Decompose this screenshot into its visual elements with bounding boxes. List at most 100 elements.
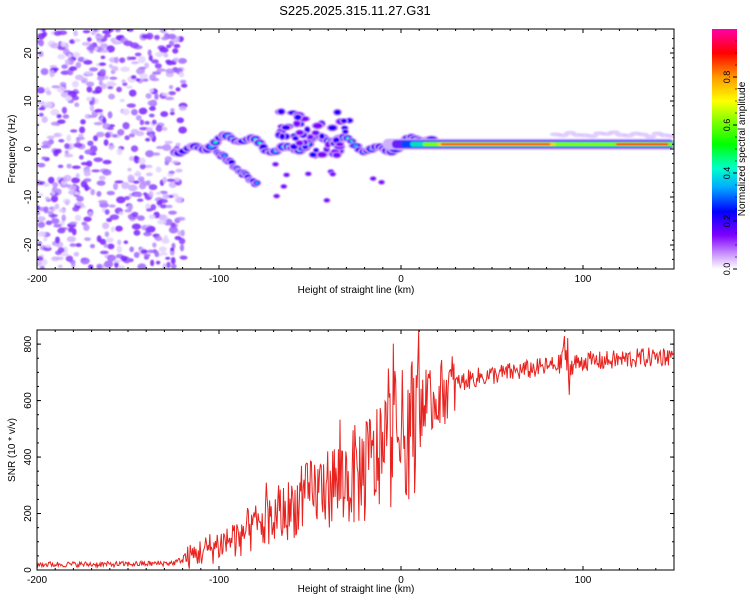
noise-blob: [161, 237, 170, 244]
noise-blob: [155, 51, 164, 57]
noise-blob: [148, 214, 156, 220]
noise-blob: [170, 256, 176, 265]
noise-blob: [168, 226, 179, 234]
signal-blob: [278, 109, 284, 114]
noise-blob: [53, 223, 62, 228]
noise-blob: [57, 119, 66, 124]
noise-blob: [83, 224, 90, 232]
noise-blob: [129, 156, 135, 162]
noise-blob: [168, 91, 176, 96]
noise-blob: [61, 64, 68, 69]
noise-blob: [134, 170, 142, 177]
noise-blob: [135, 67, 145, 75]
noise-blob: [69, 221, 78, 225]
noise-blob: [69, 39, 76, 44]
noise-blob: [124, 135, 130, 141]
noise-blob: [180, 229, 185, 237]
noise-blob: [47, 210, 53, 216]
noise-blob: [166, 178, 176, 182]
tone-core: [441, 143, 551, 146]
noise-blob: [50, 108, 60, 116]
noise-blob: [37, 211, 41, 216]
colorbar-tick-label: 0.6: [722, 119, 732, 132]
noise-blob: [37, 241, 42, 246]
noise-blob: [94, 86, 103, 94]
noise-blob: [108, 93, 116, 100]
noise-blob: [120, 255, 128, 262]
noise-blob: [177, 57, 188, 64]
noise-blob: [122, 82, 128, 87]
noise-blob: [126, 103, 136, 108]
noise-blob: [144, 62, 150, 69]
noise-blob: [77, 56, 85, 63]
noise-blob: [180, 83, 188, 88]
noise-blob: [171, 160, 180, 164]
noise-blob: [62, 114, 70, 119]
noise-blob: [129, 246, 135, 253]
noise-blob: [75, 173, 80, 178]
noise-blob: [107, 82, 117, 86]
noise-blob: [58, 139, 65, 143]
noise-blob: [130, 145, 139, 153]
noise-blob: [89, 67, 99, 72]
noise-blob: [49, 206, 54, 211]
signal-blob: [273, 194, 280, 199]
noise-blob: [64, 95, 72, 102]
tone-halo-blob: [644, 134, 657, 139]
noise-blob: [146, 127, 153, 132]
noise-blob: [104, 231, 110, 238]
noise-blob: [143, 231, 152, 237]
signal-blob: [213, 141, 217, 144]
noise-blob: [37, 192, 44, 198]
noise-blob: [63, 174, 72, 182]
noise-blob: [133, 156, 141, 164]
signal-blob: [378, 180, 385, 185]
noise-blob: [134, 52, 142, 57]
noise-blob: [175, 216, 186, 221]
noise-blob: [154, 236, 163, 242]
noise-blob: [163, 52, 169, 58]
noise-blob: [100, 83, 107, 90]
tone-halo-blob: [586, 134, 599, 139]
signal-blob: [296, 140, 304, 146]
noise-blob: [145, 150, 155, 158]
noise-blob: [102, 29, 112, 35]
noise-blob: [152, 71, 162, 75]
noise-blob: [83, 70, 93, 76]
noise-blob: [43, 236, 48, 242]
signal-blob: [329, 125, 336, 130]
signal-blob: [319, 134, 324, 139]
noise-blob: [81, 41, 91, 47]
noise-blob: [55, 256, 64, 261]
noise-blob: [64, 59, 70, 66]
y-tick-label: 600: [23, 392, 34, 409]
noise-blob: [107, 86, 114, 90]
noise-blob: [74, 74, 84, 81]
noise-blob: [42, 140, 51, 147]
noise-blob: [114, 56, 119, 64]
noise-blob: [125, 85, 133, 89]
signal-blob: [312, 122, 323, 129]
noise-blob: [66, 134, 72, 142]
noise-blob: [64, 153, 74, 158]
noise-blob: [74, 102, 80, 108]
noise-blob: [96, 191, 102, 197]
noise-blob: [149, 73, 157, 81]
noise-blob: [62, 48, 70, 55]
noise-blob: [137, 176, 145, 182]
noise-blob: [75, 136, 85, 141]
noise-blob: [56, 113, 62, 119]
noise-blob: [139, 163, 146, 170]
noise-blob: [71, 177, 81, 184]
noise-blob: [99, 250, 109, 255]
noise-blob: [66, 163, 72, 169]
noise-blob: [71, 261, 76, 269]
noise-blob: [37, 205, 41, 211]
noise-blob: [98, 175, 106, 181]
noise-blob: [107, 254, 117, 262]
noise-blob: [93, 29, 99, 33]
colorbar: 0.0 0.2 0.4 0.6 0.8 Normalized spectral ampl…: [712, 29, 748, 275]
noise-blob: [168, 85, 174, 90]
figure-title: S225.2025.315.11.27.G31: [279, 3, 431, 18]
